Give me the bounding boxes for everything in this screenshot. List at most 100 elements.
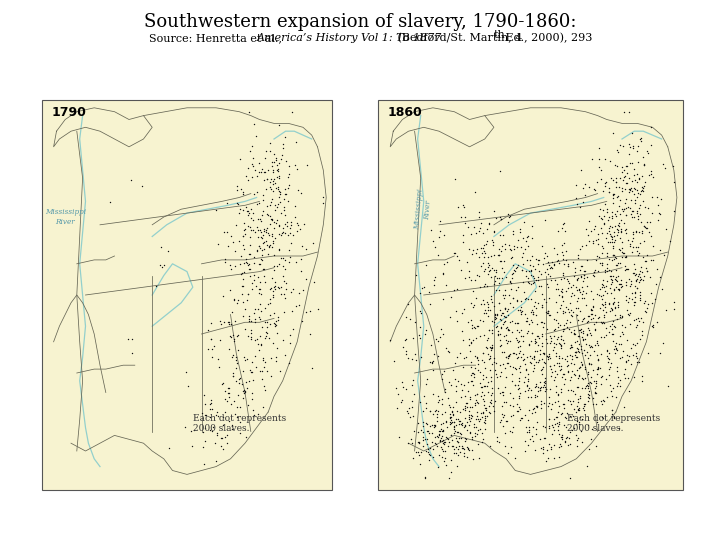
Point: [270, 316, 282, 325]
Point: [271, 173, 283, 181]
Point: [574, 371, 585, 380]
Point: [467, 381, 478, 389]
Point: [516, 252, 528, 261]
Point: [532, 260, 544, 268]
Point: [555, 275, 567, 284]
Point: [238, 385, 250, 394]
Point: [441, 423, 453, 431]
Point: [251, 247, 263, 255]
Point: [518, 350, 529, 359]
Point: [629, 287, 641, 296]
Point: [500, 373, 512, 381]
Point: [520, 237, 531, 246]
Point: [513, 261, 524, 269]
Text: (Bedford/St. Martin, 4: (Bedford/St. Martin, 4: [395, 33, 523, 43]
Point: [512, 380, 523, 389]
Point: [642, 204, 654, 213]
Point: [615, 225, 626, 234]
Point: [625, 184, 636, 193]
Point: [519, 437, 531, 445]
Point: [631, 284, 643, 292]
Point: [581, 318, 593, 327]
Point: [502, 305, 513, 314]
Point: [253, 346, 265, 354]
Point: [251, 335, 263, 343]
Point: [606, 289, 617, 298]
Point: [531, 358, 542, 367]
Point: [483, 220, 495, 228]
Point: [277, 144, 289, 153]
Text: Source: Henretta et al., ’s History Vol 1: To 1877 (Bedford/St. Martin, 4  Ed., : Source: Henretta et al., ’s History Vol …: [112, 33, 608, 43]
Point: [477, 375, 489, 383]
Point: [528, 404, 539, 413]
Point: [596, 399, 608, 408]
Point: [419, 329, 431, 338]
Point: [631, 322, 642, 331]
Point: [519, 387, 531, 395]
Point: [522, 295, 534, 303]
Point: [433, 451, 445, 460]
Point: [544, 415, 555, 424]
Point: [487, 402, 499, 411]
Point: [420, 403, 431, 412]
Point: [599, 199, 611, 208]
Point: [483, 261, 495, 269]
Point: [499, 239, 510, 248]
Point: [271, 343, 282, 352]
Point: [549, 339, 560, 347]
Point: [629, 288, 641, 297]
Point: [494, 417, 505, 426]
Point: [538, 358, 549, 367]
Point: [522, 274, 534, 282]
Point: [436, 420, 447, 428]
Point: [436, 445, 448, 454]
Point: [479, 357, 490, 366]
Point: [593, 356, 604, 365]
Point: [572, 310, 583, 319]
Point: [561, 361, 572, 370]
Point: [214, 316, 225, 325]
Point: [613, 272, 624, 280]
Point: [583, 391, 595, 400]
Point: [620, 252, 631, 261]
Point: [495, 415, 507, 424]
Point: [522, 375, 534, 383]
Point: [438, 269, 449, 278]
Point: [620, 357, 631, 366]
Point: [426, 358, 438, 367]
Point: [230, 353, 242, 361]
Point: [634, 174, 645, 183]
Point: [473, 227, 485, 235]
Bar: [378, 100, 683, 490]
Point: [240, 433, 252, 441]
Point: [566, 426, 577, 435]
Point: [585, 360, 597, 368]
Point: [182, 382, 194, 390]
Point: [578, 406, 590, 415]
Point: [609, 302, 621, 311]
Point: [280, 157, 292, 165]
Point: [567, 352, 578, 360]
Point: [503, 210, 514, 218]
Point: [407, 411, 418, 420]
Point: [243, 312, 254, 320]
Point: [541, 335, 552, 343]
Point: [556, 285, 567, 294]
Point: [606, 237, 618, 246]
Point: [276, 151, 287, 159]
Point: [508, 242, 520, 251]
Point: [576, 317, 588, 326]
Point: [626, 248, 637, 256]
Point: [546, 400, 557, 408]
Point: [482, 300, 494, 308]
Point: [258, 355, 269, 364]
Point: [562, 357, 573, 366]
Point: [635, 187, 647, 195]
Point: [284, 359, 295, 368]
Point: [498, 332, 510, 340]
Point: [499, 291, 510, 299]
Point: [600, 308, 612, 316]
Point: [221, 227, 233, 236]
Point: [577, 283, 588, 292]
Point: [240, 202, 252, 211]
